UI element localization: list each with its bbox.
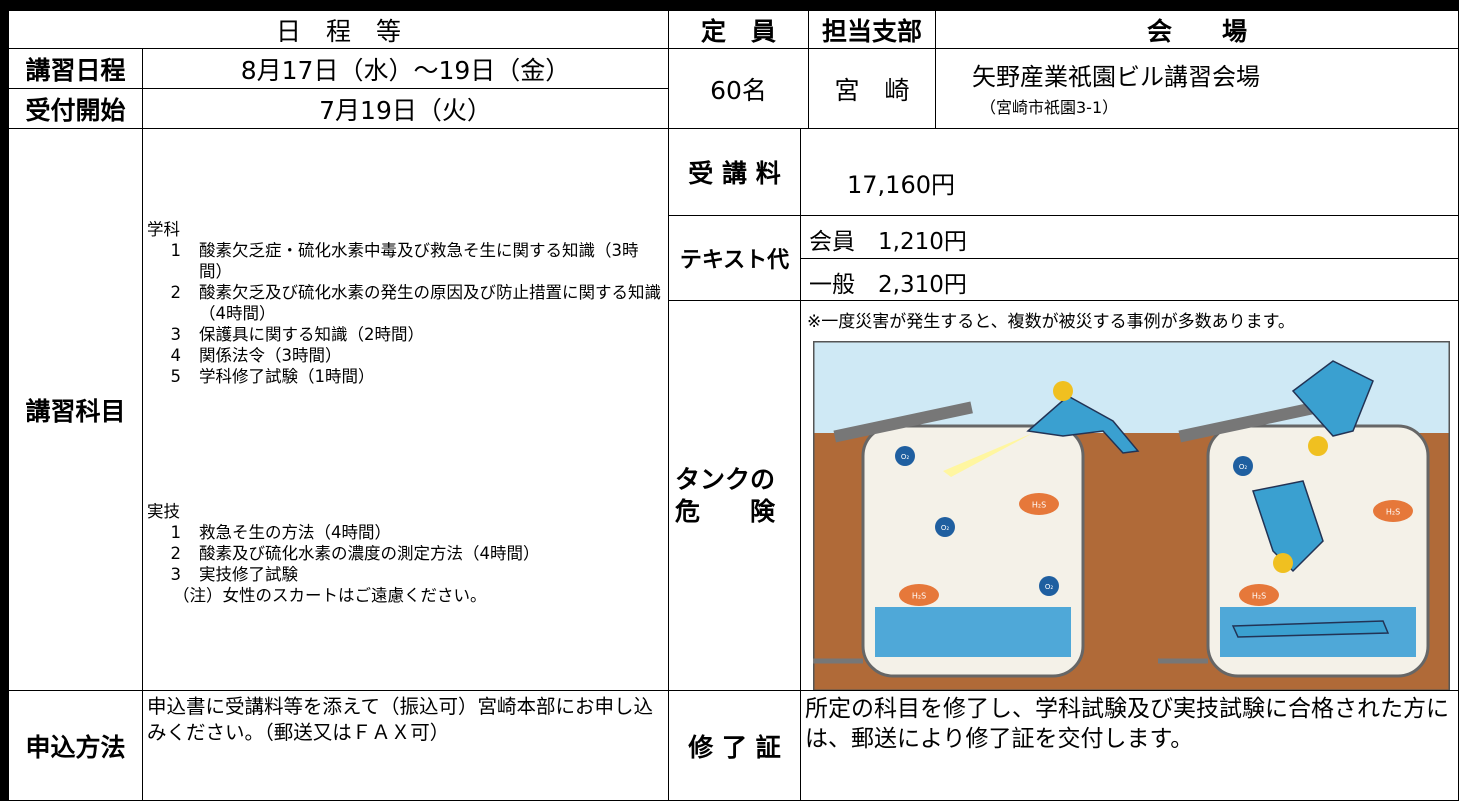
practical-note: （注）女性のスカートはご遠慮ください。 bbox=[173, 586, 487, 605]
tank-label-line: 危 険 bbox=[675, 496, 776, 526]
certificate-label: 修 了 証 bbox=[668, 690, 801, 801]
header-branch: 担当支部 bbox=[808, 10, 936, 49]
academic-item: 5 学科修了試験（1時間） bbox=[147, 366, 662, 387]
item-number: 2 bbox=[170, 544, 182, 563]
left-bar bbox=[0, 0, 8, 801]
item-text: 酸素欠乏及び硫化水素の発生の原因及び防止措置に関する知識（4時間） bbox=[199, 283, 661, 323]
application-text: 申込書に受講料等を添えて（振込可）宮崎本部にお申し込みください。（郵送又はＦＡＸ… bbox=[142, 690, 669, 801]
tank-label: タンクの 危 険 bbox=[668, 300, 801, 691]
item-text: 酸素欠乏症・硫化水素中毒及び救急そ生に関する知識（3時間） bbox=[199, 241, 639, 281]
h2s-label: H₂S bbox=[1386, 508, 1400, 517]
item-text: 救急そ生の方法（4時間） bbox=[199, 523, 391, 542]
venue-name: 矢野産業祇園ビル講習会場 bbox=[972, 63, 1260, 91]
tank-right: O₂ H₂S H₂S bbox=[1158, 360, 1430, 678]
tank-illustration: O₂ O₂ O₂ H₂S H₂S O₂ H₂S H₂S bbox=[813, 341, 1450, 690]
header-schedule: 日 程 等 bbox=[8, 10, 669, 49]
h2s-label: H₂S bbox=[912, 592, 926, 601]
item-text: 保護具に関する知識（2時間） bbox=[199, 325, 424, 344]
o2-label: O₂ bbox=[1045, 583, 1054, 591]
branch: 宮 崎 bbox=[808, 48, 936, 129]
tank-left: O₂ O₂ O₂ H₂S H₂S bbox=[813, 381, 1140, 678]
academic-item: 4 関係法令（3時間） bbox=[147, 345, 662, 366]
header-venue: 会 場 bbox=[935, 10, 1459, 49]
practical-list: 実技 1 救急そ生の方法（4時間） 2 酸素及び硫化水素の濃度の測定方法（4時間） … bbox=[147, 501, 662, 606]
item-number: 5 bbox=[170, 367, 182, 386]
o2-label: O₂ bbox=[1239, 463, 1248, 471]
item-text: 関係法令（3時間） bbox=[199, 346, 342, 365]
item-number: 3 bbox=[170, 325, 182, 344]
academic-item: 2 酸素欠乏及び硫化水素の発生の原因及び防止措置に関する知識（4時間） bbox=[147, 282, 662, 324]
item-text: 酸素及び硫化水素の濃度の測定方法（4時間） bbox=[199, 544, 540, 563]
h2s-label: H₂S bbox=[1252, 592, 1266, 601]
item-number: 2 bbox=[170, 283, 182, 302]
academic-heading: 学科 bbox=[147, 220, 180, 239]
item-number: 3 bbox=[170, 565, 182, 584]
course-dates: 8月17日（水）～19日（金） bbox=[142, 48, 669, 89]
academic-list: 学科 1 酸素欠乏症・硫化水素中毒及び救急そ生に関する知識（3時間） 2 酸素欠乏及… bbox=[147, 219, 662, 387]
practical-item: 1 救急そ生の方法（4時間） bbox=[147, 522, 662, 543]
item-text: 学科修了試験（1時間） bbox=[199, 367, 375, 386]
item-number: 1 bbox=[170, 523, 182, 542]
reception-label: 受付開始 bbox=[8, 88, 143, 129]
header-capacity: 定 員 bbox=[668, 10, 809, 49]
subjects-cell: 学科 1 酸素欠乏症・硫化水素中毒及び救急そ生に関する知識（3時間） 2 酸素欠乏及… bbox=[142, 128, 669, 691]
tank-note: ※一度災害が発生すると、複数が被災する事例が多数あります。 bbox=[807, 312, 1295, 332]
tank-cell: ※一度災害が発生すると、複数が被災する事例が多数あります。 O₂ O₂ O₂ H… bbox=[800, 300, 1459, 691]
subjects-label: 講習科目 bbox=[8, 128, 143, 691]
application-label: 申込方法 bbox=[8, 690, 143, 801]
fee-label: 受 講 料 bbox=[668, 128, 801, 216]
textbook-label: テキスト代 bbox=[668, 215, 801, 301]
practical-item: 3 実技修了試験 bbox=[147, 564, 662, 585]
top-bar bbox=[0, 0, 1459, 10]
item-text: 実技修了試験 bbox=[199, 565, 298, 584]
fee: 17,160円 bbox=[800, 128, 1459, 216]
capacity: 60名 bbox=[668, 48, 809, 129]
academic-item: 1 酸素欠乏症・硫化水素中毒及び救急そ生に関する知識（3時間） bbox=[147, 240, 662, 282]
textbook-general: 一般 2,310円 bbox=[800, 258, 1459, 301]
o2-label: O₂ bbox=[901, 453, 910, 461]
h2s-label: H₂S bbox=[1032, 501, 1046, 510]
textbook-member: 会員 1,210円 bbox=[800, 215, 1459, 259]
item-number: 1 bbox=[170, 241, 182, 260]
venue-cell: 矢野産業祇園ビル講習会場 （宮崎市祇園3-1） bbox=[935, 48, 1459, 129]
o2-label: O₂ bbox=[941, 524, 950, 532]
reception-date: 7月19日（火） bbox=[142, 88, 669, 129]
practical-item: 2 酸素及び硫化水素の濃度の測定方法（4時間） bbox=[147, 543, 662, 564]
academic-item: 3 保護具に関する知識（2時間） bbox=[147, 324, 662, 345]
item-number: 4 bbox=[170, 346, 182, 365]
venue-address: （宮崎市祇園3-1） bbox=[980, 98, 1119, 117]
practical-heading: 実技 bbox=[147, 502, 180, 521]
tank-label-line: タンクの bbox=[675, 464, 776, 494]
course-dates-label: 講習日程 bbox=[8, 48, 143, 89]
certificate-text: 所定の科目を修了し、学科試験及び実技試験に合格された方には、郵送により修了証を交… bbox=[800, 690, 1459, 801]
